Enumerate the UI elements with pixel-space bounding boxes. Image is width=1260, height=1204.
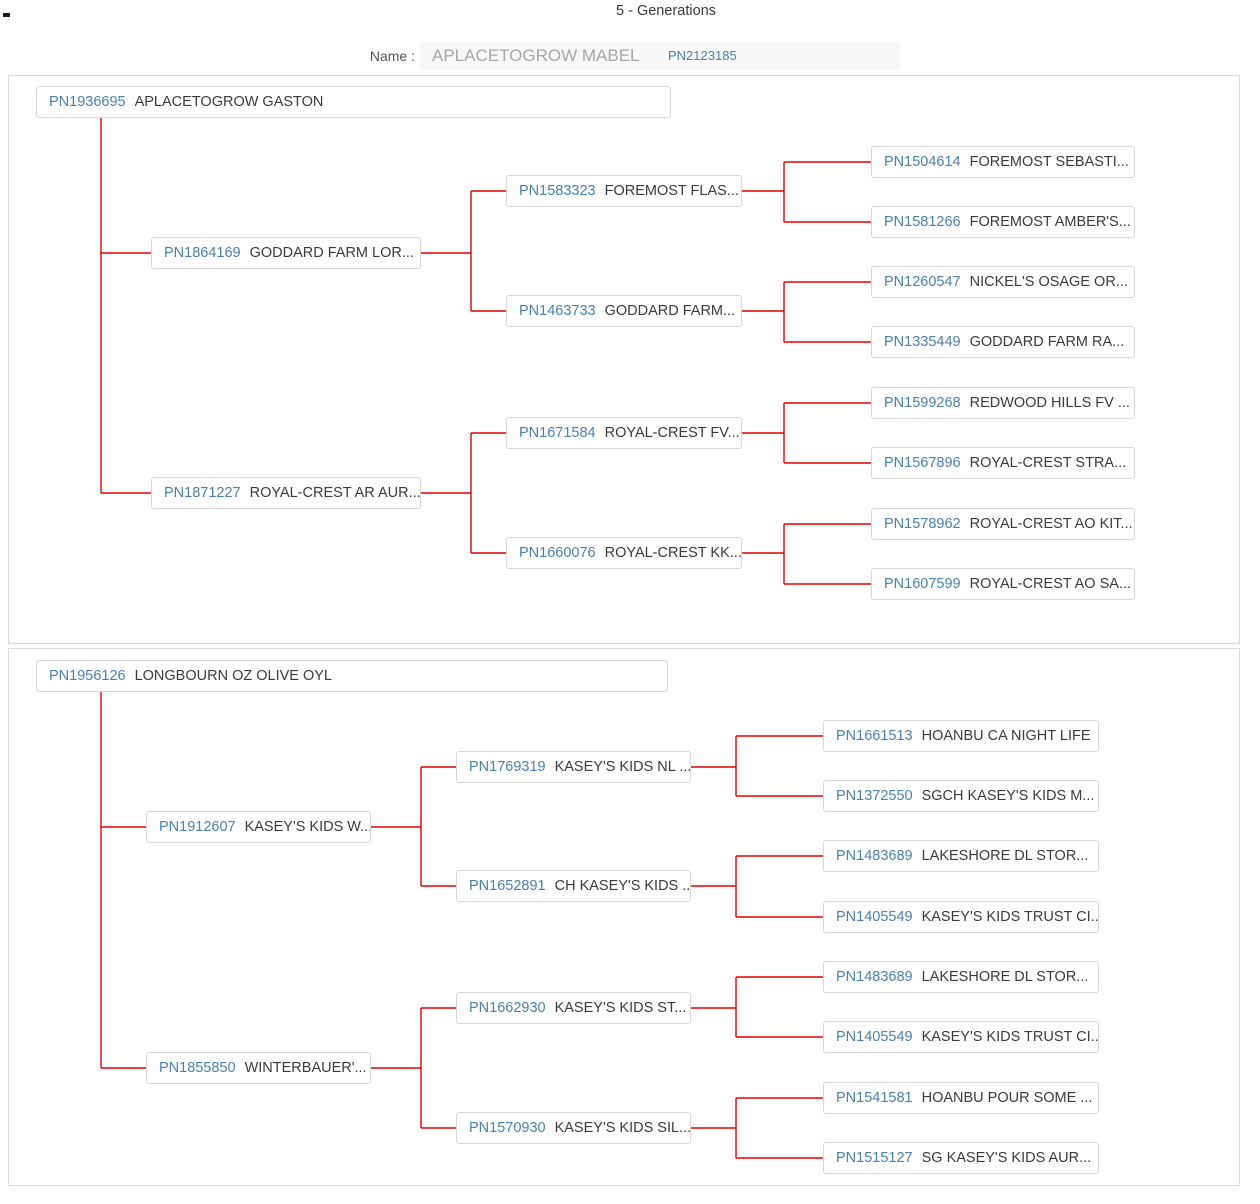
pn-link[interactable]: PN1662930	[469, 1000, 546, 1016]
node-sire-g2-1: PN1871227 ROYAL-CREST AR AUR...	[151, 477, 421, 509]
animal-name: APLACETOGROW GASTON	[134, 94, 324, 110]
node-sire-g3-2: PN1671584 ROYAL-CREST FV...	[506, 417, 742, 449]
node-dam-g4-4: PN1483689 LAKESHORE DL STOR...	[823, 961, 1099, 993]
node-dam-g4-0: PN1661513 HOANBU CA NIGHT LIFE	[823, 720, 1099, 752]
animal-name: REDWOOD HILLS FV ...	[969, 395, 1130, 411]
pn-link[interactable]: PN1936695	[49, 94, 126, 110]
node-dam-g2-0: PN1912607 KASEY'S KIDS W...	[146, 811, 371, 843]
pn-link[interactable]: PN1864169	[164, 245, 241, 261]
pn-link[interactable]: PN1912607	[159, 819, 236, 835]
animal-name: ROYAL-CREST AR AUR...	[249, 485, 421, 501]
pn-link[interactable]: PN1871227	[164, 485, 241, 501]
animal-name: LAKESHORE DL STOR...	[921, 848, 1089, 864]
node-sire-g4-7: PN1607599 ROYAL-CREST AO SA...	[871, 568, 1135, 600]
animal-name: KASEY'S KIDS W...	[244, 819, 371, 835]
pn-link[interactable]: PN1541581	[836, 1090, 913, 1106]
pn-link[interactable]: PN1405549	[836, 1029, 913, 1045]
animal-name: GODDARD FARM LOR...	[249, 245, 414, 261]
node-sire-g4-5: PN1567896 ROYAL-CREST STRA...	[871, 447, 1135, 479]
animal-name: ROYAL-CREST AO SA...	[969, 576, 1132, 592]
pn-link[interactable]: PN1570930	[469, 1120, 546, 1136]
pn-link[interactable]: PN1671584	[519, 425, 596, 441]
node-sire-g4-3: PN1335449 GODDARD FARM RA...	[871, 326, 1135, 358]
animal-name: HOANBU POUR SOME ...	[921, 1090, 1093, 1106]
node-dam-g4-1: PN1372550 SGCH KASEY'S KIDS M...	[823, 780, 1099, 812]
animal-name: ROYAL-CREST KK...	[604, 545, 742, 561]
node-sire-g4-2: PN1260547 NICKEL'S OSAGE OR...	[871, 266, 1135, 298]
animal-name: HOANBU CA NIGHT LIFE	[921, 728, 1091, 744]
node-sire-g4-4: PN1599268 REDWOOD HILLS FV ...	[871, 387, 1135, 419]
pn-link[interactable]: PN1956126	[49, 668, 126, 684]
node-sire-root: PN1936695 APLACETOGROW GASTON	[36, 86, 671, 118]
node-sire-g3-1: PN1463733 GODDARD FARM...	[506, 295, 742, 327]
node-sire-g4-6: PN1578962 ROYAL-CREST AO KIT...	[871, 508, 1135, 540]
node-dam-g4-6: PN1541581 HOANBU POUR SOME ...	[823, 1082, 1099, 1114]
pn-link[interactable]: PN1660076	[519, 545, 596, 561]
animal-pn-link[interactable]: PN2123185	[668, 48, 737, 63]
node-dam-g4-3: PN1405549 KASEY'S KIDS TRUST CI...	[823, 901, 1099, 933]
pn-link[interactable]: PN1335449	[884, 334, 961, 350]
pn-link[interactable]: PN1581266	[884, 214, 961, 230]
pn-link[interactable]: PN1504614	[884, 154, 961, 170]
animal-name: ROYAL-CREST FV...	[604, 425, 740, 441]
node-sire-g3-3: PN1660076 ROYAL-CREST KK...	[506, 537, 742, 569]
animal-name: CH KASEY'S KIDS ...	[554, 878, 691, 894]
animal-name: GODDARD FARM...	[604, 303, 736, 319]
animal-name: GODDARD FARM RA...	[969, 334, 1125, 350]
animal-name: KASEY'S KIDS ST...	[554, 1000, 687, 1016]
animal-name: KASEY'S KIDS TRUST CI...	[921, 909, 1099, 925]
pn-link[interactable]: PN1405549	[836, 909, 913, 925]
pn-link[interactable]: PN1463733	[519, 303, 596, 319]
node-dam-g4-7: PN1515127 SG KASEY'S KIDS AUR...	[823, 1142, 1099, 1174]
pn-link[interactable]: PN1515127	[836, 1150, 913, 1166]
name-label: Name :	[369, 48, 415, 64]
animal-name-field[interactable]: APLACETOGROW MABEL PN2123185	[420, 42, 900, 70]
sire-pedigree-panel: PN1936695 APLACETOGROW GASTON PN1864169 …	[8, 75, 1240, 644]
animal-name: FOREMOST FLAS...	[604, 183, 739, 199]
node-dam-g3-1: PN1652891 CH KASEY'S KIDS ...	[456, 870, 691, 902]
node-dam-g3-0: PN1769319 KASEY'S KIDS NL ...	[456, 751, 691, 783]
pn-link[interactable]: PN1599268	[884, 395, 961, 411]
pn-link[interactable]: PN1483689	[836, 848, 913, 864]
animal-name: ROYAL-CREST STRA...	[969, 455, 1127, 471]
pn-link[interactable]: PN1652891	[469, 878, 546, 894]
pn-link[interactable]: PN1661513	[836, 728, 913, 744]
node-sire-g4-1: PN1581266 FOREMOST AMBER'S...	[871, 206, 1135, 238]
animal-name-value: APLACETOGROW MABEL	[432, 46, 640, 65]
node-dam-g3-2: PN1662930 KASEY'S KIDS ST...	[456, 992, 691, 1024]
animal-name: FOREMOST SEBASTI...	[969, 154, 1129, 170]
animal-name: KASEY'S KIDS TRUST CI...	[921, 1029, 1099, 1045]
node-sire-g2-0: PN1864169 GODDARD FARM LOR...	[151, 237, 421, 269]
pn-link[interactable]: PN1567896	[884, 455, 961, 471]
pn-link[interactable]: PN1583323	[519, 183, 596, 199]
animal-name: FOREMOST AMBER'S...	[969, 214, 1131, 230]
animal-name: KASEY'S KIDS NL ...	[554, 759, 691, 775]
page-title: 5 - Generations	[616, 3, 716, 19]
animal-name: LAKESHORE DL STOR...	[921, 969, 1089, 985]
node-dam-g3-3: PN1570930 KASEY'S KIDS SIL...	[456, 1112, 691, 1144]
node-dam-root: PN1956126 LONGBOURN OZ OLIVE OYL	[36, 660, 668, 692]
node-sire-g4-0: PN1504614 FOREMOST SEBASTI...	[871, 146, 1135, 178]
animal-name: SG KASEY'S KIDS AUR...	[921, 1150, 1092, 1166]
node-dam-g2-1: PN1855850 WINTERBAUER'...	[146, 1052, 371, 1084]
pn-link[interactable]: PN1260547	[884, 274, 961, 290]
node-dam-g4-5: PN1405549 KASEY'S KIDS TRUST CI...	[823, 1021, 1099, 1053]
node-sire-g3-0: PN1583323 FOREMOST FLAS...	[506, 175, 742, 207]
pn-link[interactable]: PN1607599	[884, 576, 961, 592]
animal-name: NICKEL'S OSAGE OR...	[969, 274, 1128, 290]
animal-name: LONGBOURN OZ OLIVE OYL	[134, 668, 333, 684]
animal-name: SGCH KASEY'S KIDS M...	[921, 788, 1095, 804]
node-dam-g4-2: PN1483689 LAKESHORE DL STOR...	[823, 840, 1099, 872]
dam-pedigree-panel: PN1956126 LONGBOURN OZ OLIVE OYL PN19126…	[8, 648, 1240, 1186]
pn-link[interactable]: PN1578962	[884, 516, 961, 532]
pn-link[interactable]: PN1372550	[836, 788, 913, 804]
animal-name: KASEY'S KIDS SIL...	[554, 1120, 691, 1136]
pn-link[interactable]: PN1769319	[469, 759, 546, 775]
pn-link[interactable]: PN1483689	[836, 969, 913, 985]
pn-link[interactable]: PN1855850	[159, 1060, 236, 1076]
animal-name: ROYAL-CREST AO KIT...	[969, 516, 1133, 532]
minimize-dash-icon	[3, 13, 10, 17]
animal-name: WINTERBAUER'...	[244, 1060, 367, 1076]
